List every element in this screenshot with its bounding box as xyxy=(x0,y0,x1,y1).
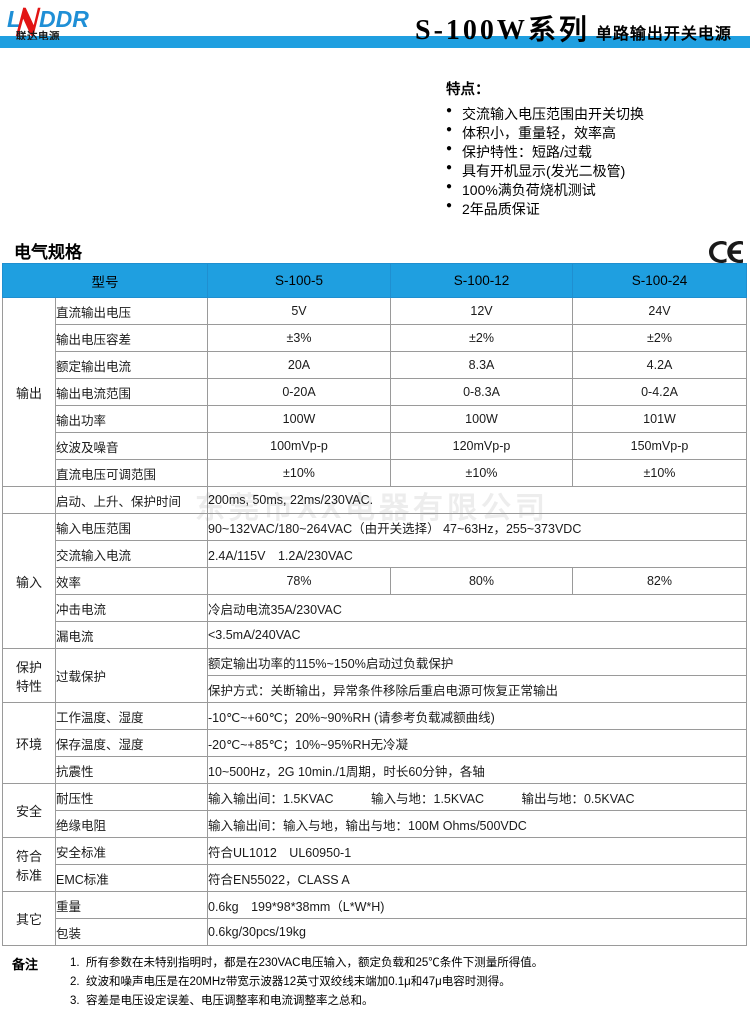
svg-text:联达电源: 联达电源 xyxy=(16,30,60,41)
svg-text:DDR: DDR xyxy=(39,6,89,32)
